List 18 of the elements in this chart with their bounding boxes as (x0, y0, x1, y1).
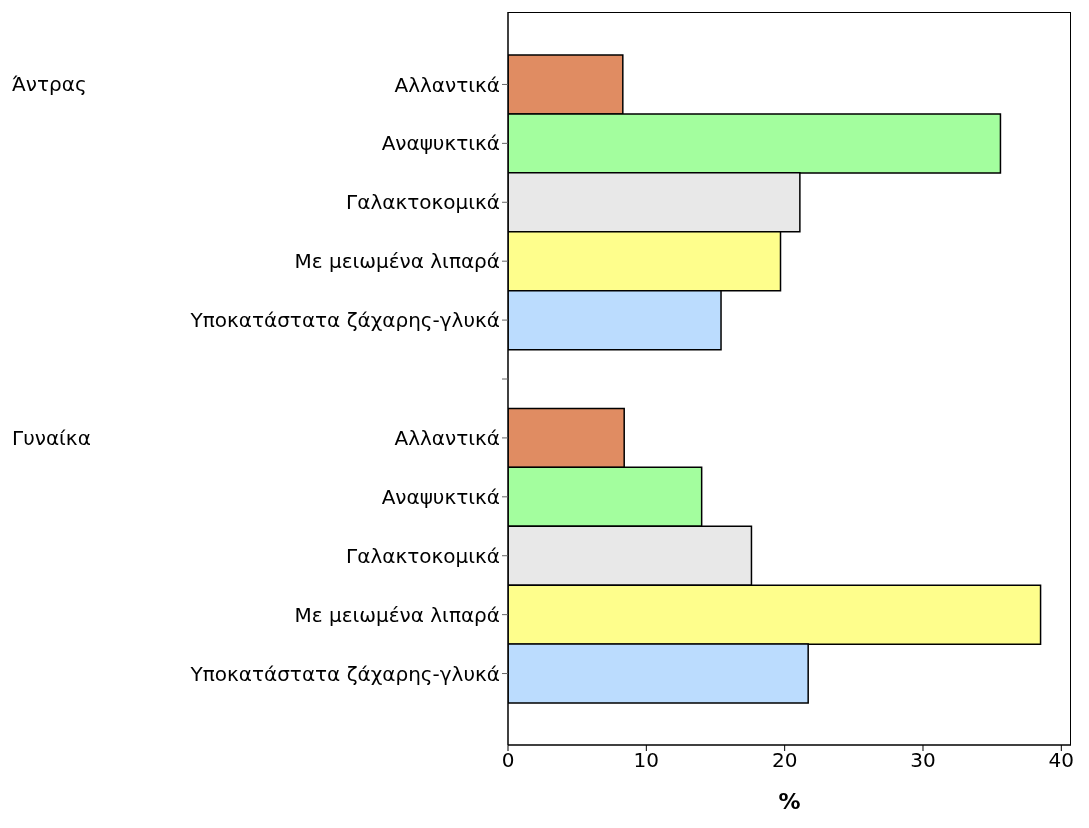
y-tick-label: Γαλακτοκομικά (346, 190, 500, 215)
y-tick-label: Αλλαντικά (394, 72, 500, 97)
text: Γυναίκα (12, 424, 91, 451)
x-tick-label: 0 (501, 748, 515, 773)
text: Άντρας (12, 71, 87, 98)
y-tick-label: Με μειωμένα λιπαρά (294, 602, 500, 627)
x-tick-label: 30 (910, 748, 936, 773)
y-tick-label: Υποκατάστατα ζάχαρης-γλυκά (189, 661, 500, 686)
y-tick-label: Γαλακτοκομικά (346, 543, 500, 568)
y-tick-label: Με μειωμένα λιπαρά (294, 249, 500, 274)
x-tick-label: 10 (633, 748, 660, 773)
y-tick-label: Αλλαντικά (394, 426, 500, 451)
y-tick-label: Υποκατάστατα ζάχαρης-γλυκά (189, 308, 500, 333)
x-axis-title: % (778, 789, 801, 814)
x-tick-label: 40 (1048, 748, 1075, 773)
y-tick-label: Αναψυκτικά (381, 131, 500, 156)
y-tick-label: Αναψυκτικά (381, 484, 500, 509)
x-tick-label: 20 (771, 748, 798, 773)
